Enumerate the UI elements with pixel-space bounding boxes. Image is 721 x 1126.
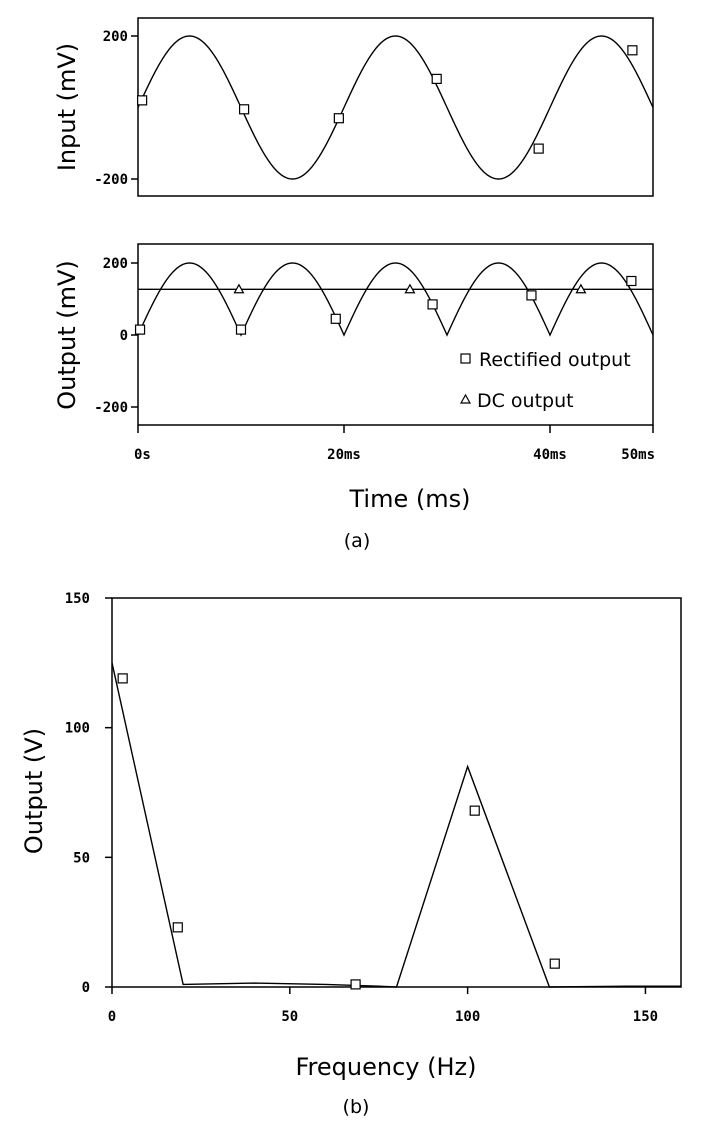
spectrum-data-point (117, 673, 128, 684)
spectrum-x-axis-label: Frequency (Hz) (296, 1053, 477, 1081)
input-plot-frame (137, 17, 654, 197)
legend-dc-label: DC output (477, 390, 574, 412)
rectified-data-point (526, 290, 537, 301)
spectrum-y-tick-label: 50 (73, 850, 90, 866)
input-y-tick-label: -200 (94, 172, 128, 188)
input-sine-line (137, 35, 654, 180)
output-legend: Rectified output DC output (459, 349, 631, 412)
rectified-output-line (137, 262, 654, 337)
input-data-point (431, 73, 442, 85)
output-x-tick-label: 50ms (621, 447, 655, 463)
input-y-tick-label: 200 (103, 29, 128, 45)
rectified-output-markers (134, 275, 637, 335)
output-y-tick-label: 200 (103, 256, 128, 272)
input-data-point (238, 104, 250, 115)
spectrum-data-point (172, 922, 183, 933)
spectrum-x-tick-label: 0 (108, 1009, 116, 1025)
legend-triangle-marker (459, 393, 472, 404)
dc-output-markers (233, 283, 587, 294)
rectified-data-point (626, 275, 637, 287)
spectrum-x-tick-label: 50 (281, 1009, 298, 1025)
rectified-data-point (427, 299, 438, 310)
output-x-ticks: 0s 20ms 40ms 50ms (134, 425, 655, 463)
spectrum-data-point (350, 979, 361, 990)
output-x-tick-label: 20ms (327, 447, 361, 463)
output-y-axis-label: Output (mV) (53, 260, 81, 410)
spectrum-markers (117, 673, 560, 990)
dc-data-point (404, 283, 416, 294)
input-data-point (137, 95, 148, 106)
spectrum-y-ticks: 150 100 50 0 (65, 591, 112, 996)
input-data-point (627, 45, 638, 56)
rectified-data-point (134, 324, 146, 335)
spectrum-plot-frame (111, 597, 682, 988)
output-x-tick-label: 40ms (533, 447, 567, 463)
output-y-tick-label: -200 (94, 400, 128, 416)
spectrum-y-axis-label: Output (V) (20, 728, 48, 854)
spectrum-x-tick-label: 150 (633, 1009, 658, 1025)
spectrum-y-tick-label: 150 (65, 591, 90, 607)
spectrum-y-tick-label: 100 (65, 721, 90, 737)
spectrum-panel: 150 100 50 0 0 50 100 150 Output (V) Frequency… (20, 591, 682, 1081)
input-y-ticks: 200 -200 (94, 29, 138, 188)
dc-data-point (575, 283, 587, 294)
spectrum-data-point (469, 805, 480, 816)
output-y-tick-label: 0 (120, 328, 128, 344)
spectrum-line (111, 662, 681, 988)
output-x-axis-label: Time (ms) (349, 485, 471, 513)
legend-rectified-label: Rectified output (479, 349, 631, 371)
input-panel: 200 -200 Input (mV) (53, 17, 654, 197)
caption-b: (b) (343, 1096, 370, 1118)
dc-data-point (233, 283, 245, 294)
caption-a: (a) (344, 530, 370, 552)
output-x-tick-label: 0s (134, 447, 151, 463)
spectrum-y-tick-label: 0 (82, 980, 90, 996)
rectified-data-point (235, 324, 247, 335)
spectrum-x-tick-label: 100 (455, 1009, 480, 1025)
input-data-point (333, 113, 344, 124)
input-markers (137, 45, 638, 154)
legend-square-marker (460, 353, 471, 364)
output-panel: 200 0 -200 0s 20ms 40ms 50ms Output (mV) Time… (53, 243, 655, 513)
input-data-point (533, 143, 544, 154)
output-y-ticks: 200 0 -200 (94, 256, 138, 416)
input-y-axis-label: Input (mV) (53, 43, 81, 171)
rectified-data-point (330, 313, 341, 324)
spectrum-data-point (549, 958, 560, 969)
spectrum-x-ticks: 0 50 100 150 (108, 987, 658, 1025)
output-plot-frame (137, 243, 654, 426)
